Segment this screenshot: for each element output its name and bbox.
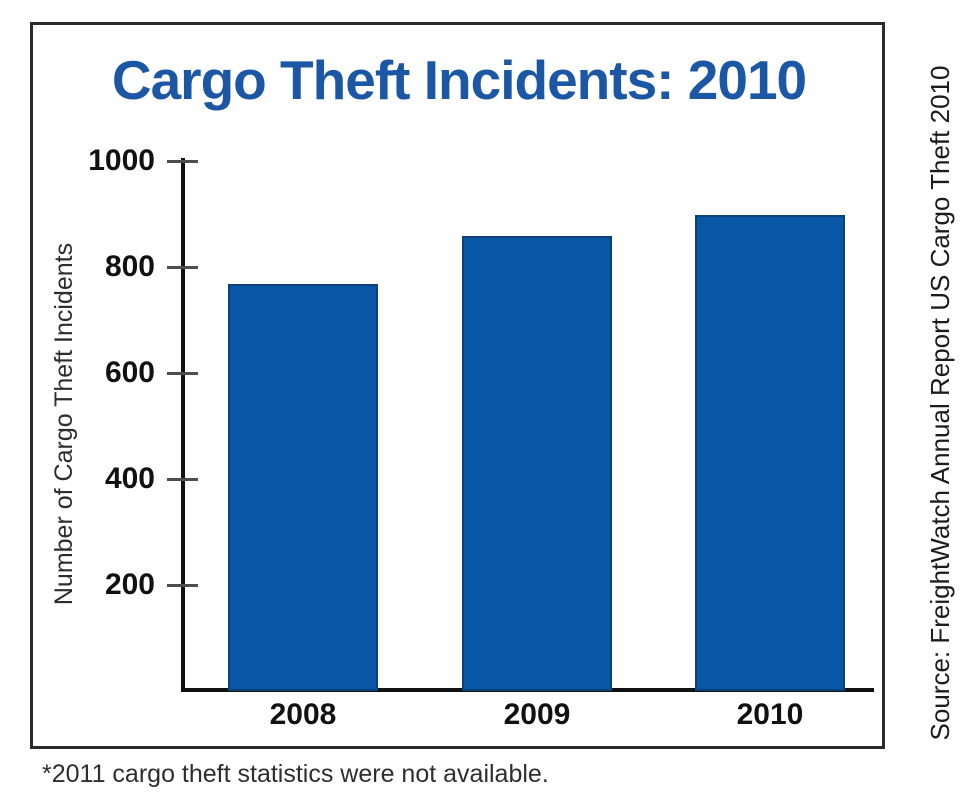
x-tick-label: 2010 <box>736 698 804 731</box>
footnote: *2011 cargo theft statistics were not av… <box>42 760 549 788</box>
y-tick <box>167 584 198 587</box>
y-tick-label: 400 <box>104 462 155 495</box>
y-tick <box>167 372 198 375</box>
x-tick-label: 2009 <box>503 698 571 731</box>
bar-2009 <box>462 235 612 691</box>
y-tick-label: 800 <box>104 250 155 283</box>
y-tick <box>167 478 198 481</box>
y-tick-label: 600 <box>104 356 155 389</box>
source-attribution: Source: FreightWatch Annual Report US Ca… <box>925 65 955 741</box>
bar-2010 <box>695 214 845 691</box>
y-tick <box>167 160 198 163</box>
x-tick-label: 2008 <box>269 698 337 731</box>
y-tick-label: 1000 <box>88 144 155 177</box>
bar-2008 <box>228 284 378 691</box>
chart-title: Cargo Theft Incidents: 2010 <box>111 49 807 111</box>
y-tick <box>167 266 198 269</box>
y-tick-label: 200 <box>104 568 155 601</box>
y-axis-line <box>181 158 185 692</box>
